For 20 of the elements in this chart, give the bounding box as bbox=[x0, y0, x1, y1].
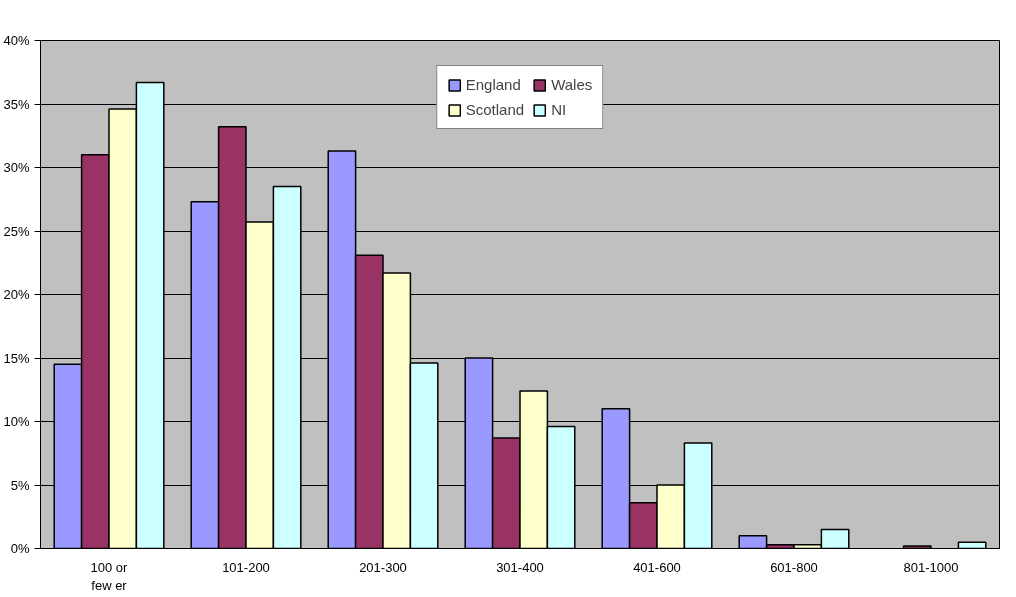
y-tick-label: 35% bbox=[3, 96, 30, 112]
legend-label: Scotland bbox=[465, 101, 525, 118]
x-tick-label: 100 or few er bbox=[90, 559, 129, 593]
legend-label: NI bbox=[551, 101, 568, 118]
x-tick-label: 101-200 bbox=[222, 559, 270, 575]
y-tick-label: 15% bbox=[3, 350, 30, 366]
x-tick-label: 801-1000 bbox=[903, 559, 959, 575]
y-tick-label: 25% bbox=[3, 223, 30, 239]
x-tick-label: 301-400 bbox=[496, 559, 544, 575]
y-tick-label: 0% bbox=[10, 541, 30, 556]
y-tick-label: 20% bbox=[3, 287, 30, 302]
y-tick-label: 10% bbox=[3, 414, 30, 429]
x-tick-label: 601-800 bbox=[770, 559, 818, 575]
y-tick-label: 5% bbox=[10, 477, 30, 493]
x-tick-label: 201-300 bbox=[359, 559, 407, 575]
y-tick-label: 30% bbox=[3, 160, 30, 175]
x-tick-label: 401-600 bbox=[633, 559, 681, 575]
legend-label: Wales bbox=[551, 76, 593, 93]
legend-label: England bbox=[465, 76, 521, 93]
y-tick-label: 40% bbox=[3, 33, 30, 48]
